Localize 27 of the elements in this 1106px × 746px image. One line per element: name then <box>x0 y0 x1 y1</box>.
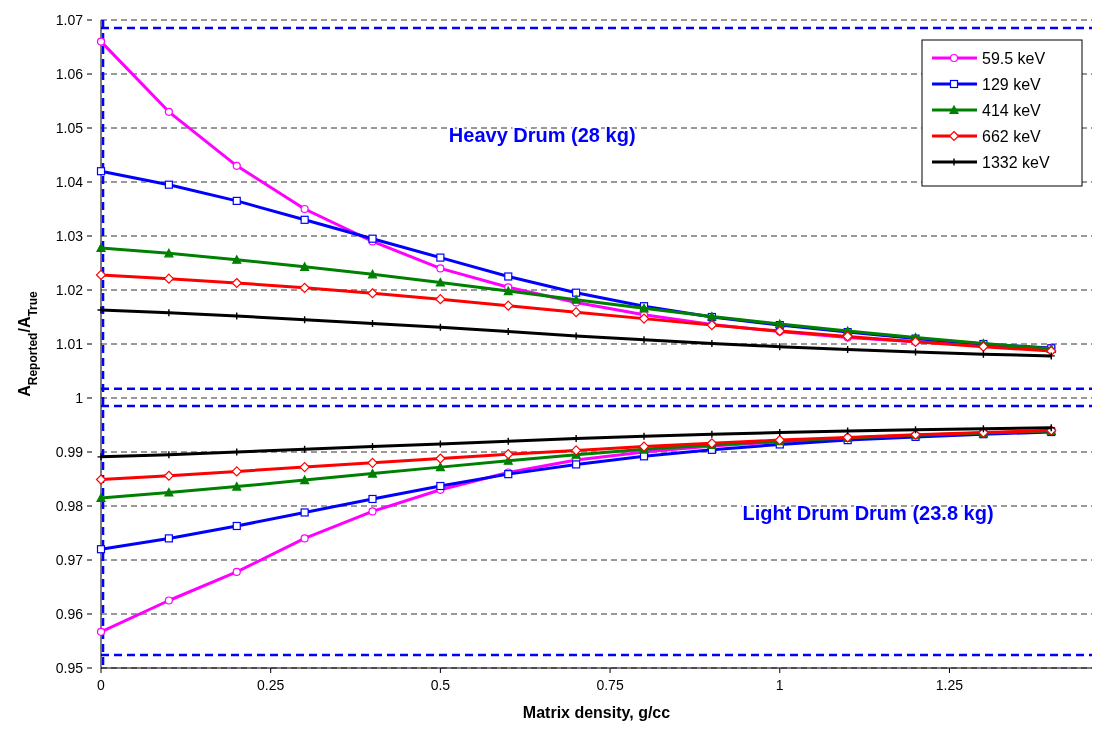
annotation: Light Drum Drum (23.8 kg) <box>742 501 994 524</box>
x-tick-label: 0.5 <box>430 677 451 693</box>
y-tick-label: 1.01 <box>55 335 84 352</box>
y-tick-label: 0.95 <box>55 659 84 676</box>
legend-label: 414 keV <box>982 101 1042 119</box>
legend-label: 1332 keV <box>982 153 1050 171</box>
y-tick-label: 1.06 <box>55 65 84 82</box>
x-tick-label: 0.75 <box>596 677 624 693</box>
y-tick-label: 0.97 <box>55 551 84 568</box>
y-tick-label: 1 <box>75 389 84 406</box>
y-tick-label: 1.03 <box>55 227 84 244</box>
y-tick-label: 1.02 <box>55 281 84 298</box>
y-tick-label: 1.07 <box>55 11 84 28</box>
x-axis-title: Matrix density, g/cc <box>522 704 671 721</box>
x-tick-label: 0.25 <box>257 677 285 693</box>
legend-label: 59.5 keV <box>982 49 1046 67</box>
y-tick-label: 1.04 <box>55 173 84 190</box>
y-tick-label: 0.99 <box>55 443 84 460</box>
y-tick-label: 0.98 <box>55 497 84 514</box>
x-tick-label: 1 <box>775 677 784 693</box>
legend-label: 129 keV <box>982 75 1042 93</box>
x-tick-label: 1.25 <box>935 677 964 693</box>
x-tick-label: 0 <box>97 677 106 693</box>
y-tick-label: 0.96 <box>55 605 84 622</box>
y-tick-label: 1.05 <box>55 119 84 136</box>
legend-label: 662 keV <box>982 127 1042 145</box>
annotation: Heavy Drum (28 kg) <box>448 123 636 146</box>
